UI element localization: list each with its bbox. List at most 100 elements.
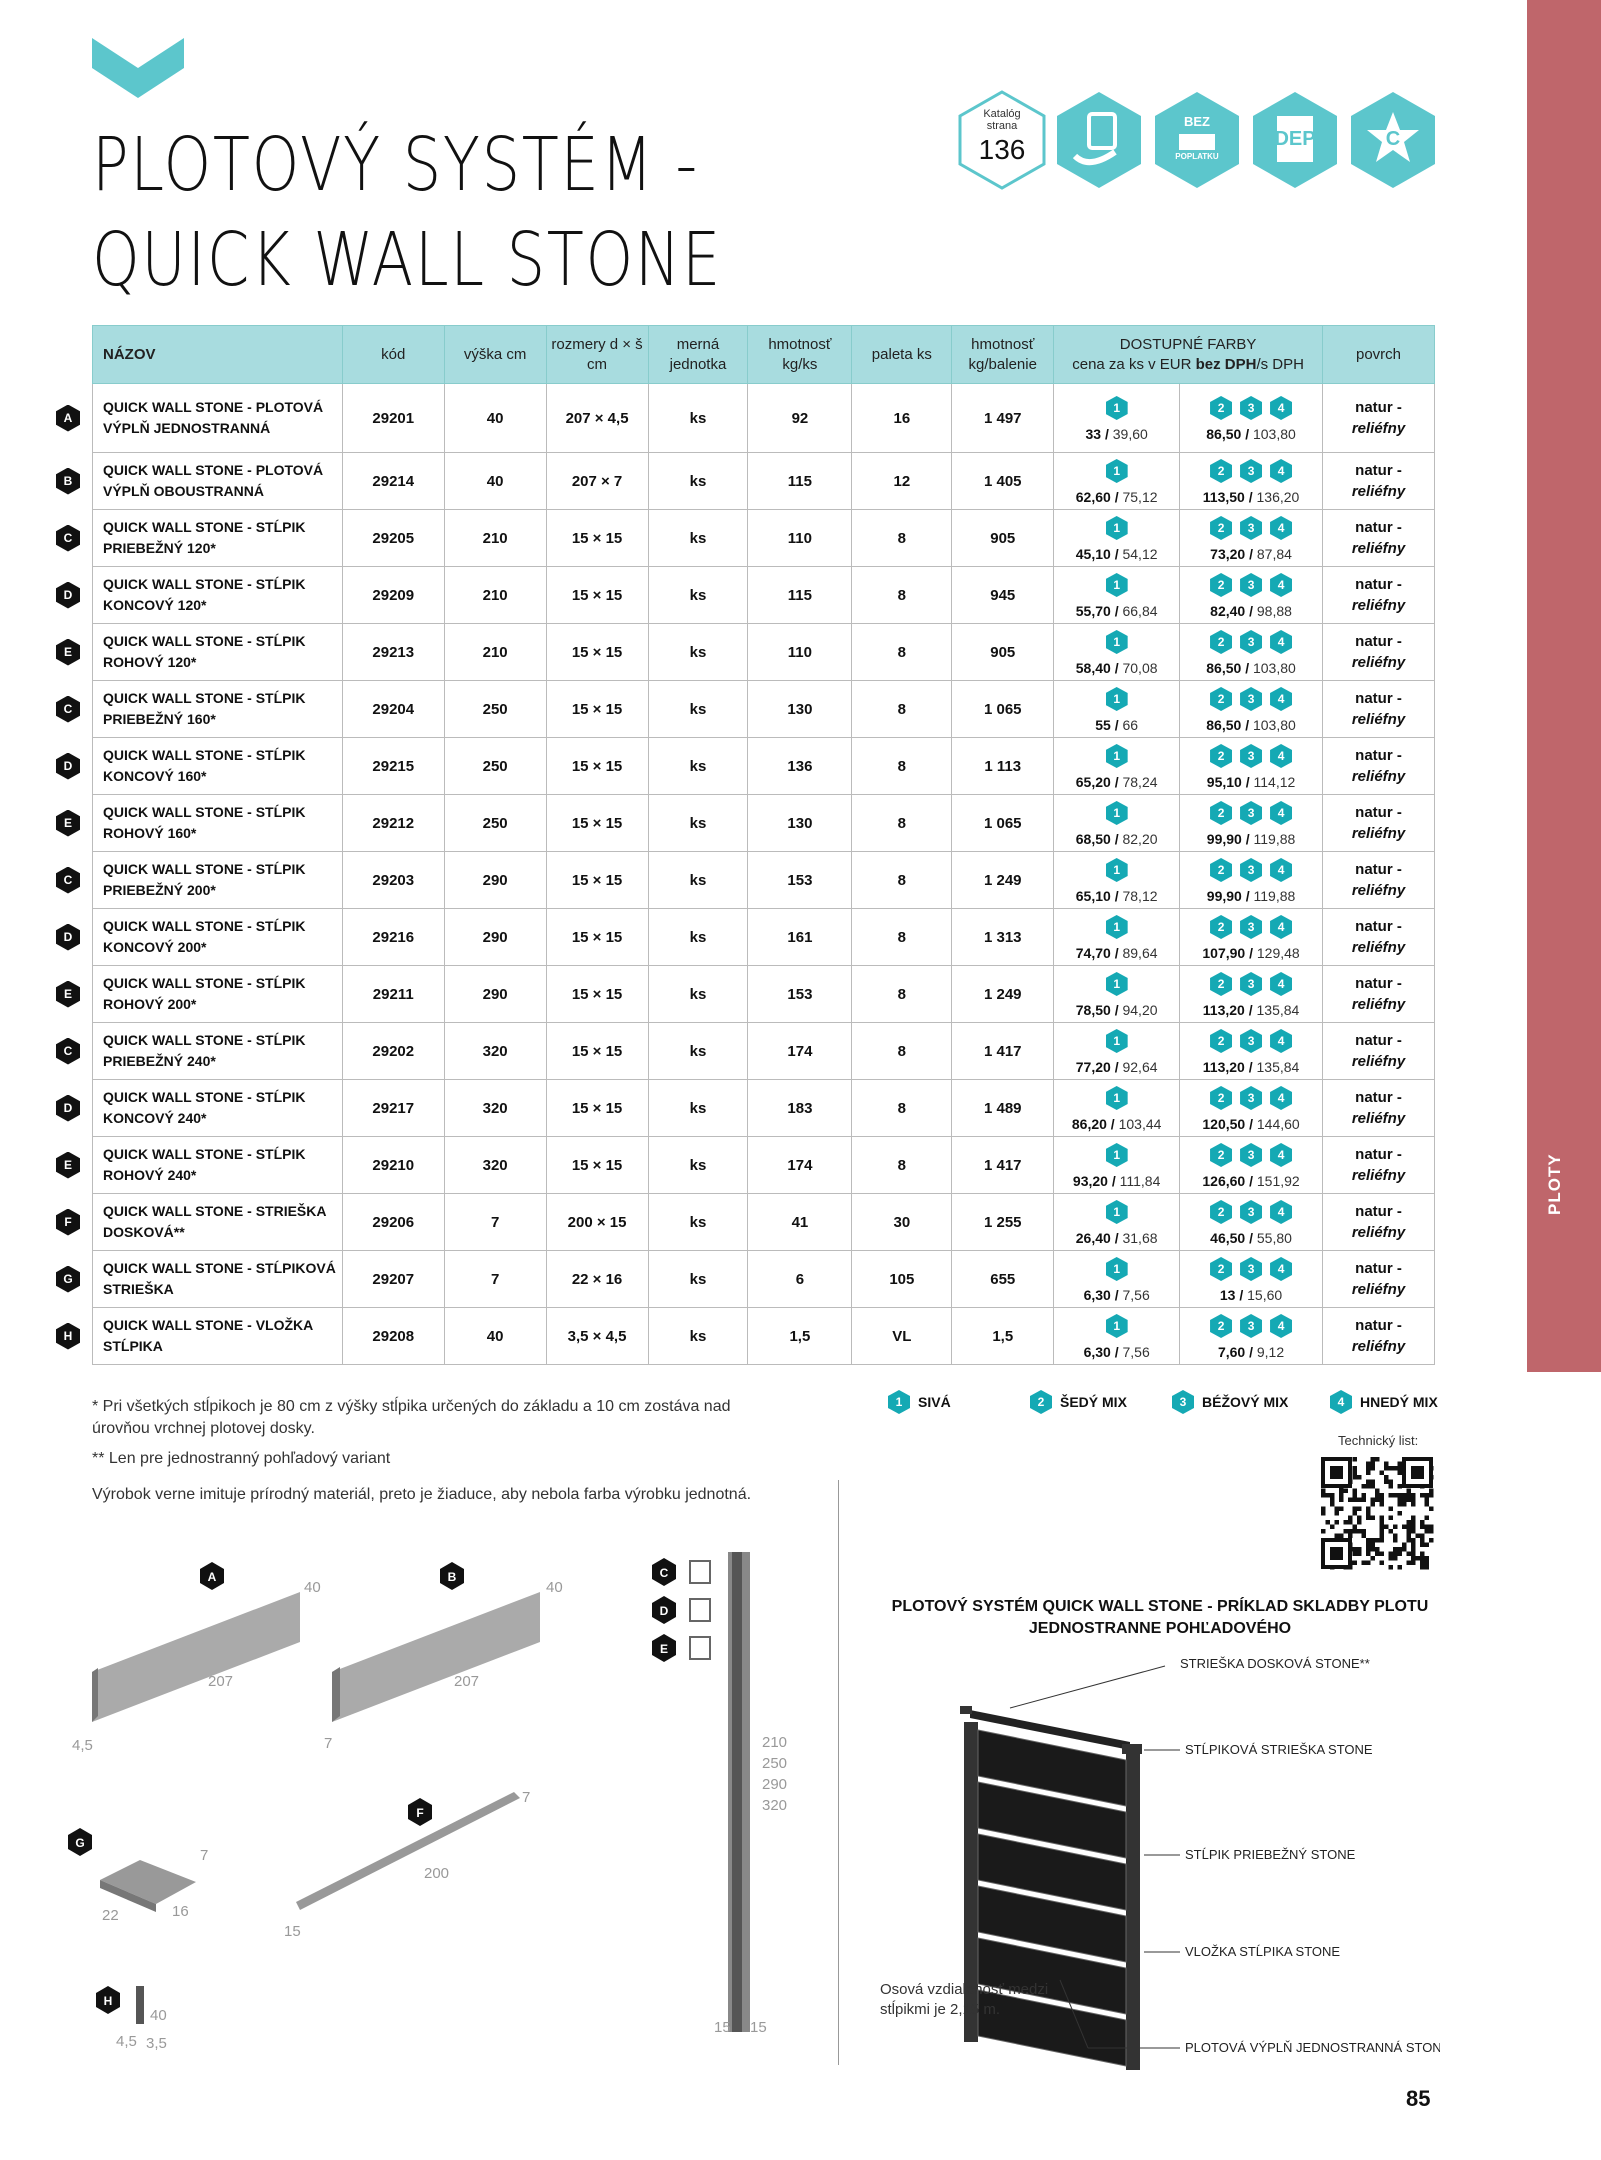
weight-cell: 153: [747, 851, 853, 909]
product-name: QUICK WALL STONE - STĹPIK KONCOVÝ 240*: [92, 1079, 343, 1137]
color-4-icon: 4: [1270, 972, 1293, 996]
post-type-d: D: [652, 1596, 711, 1624]
surface-b: reliéfny: [1351, 1281, 1406, 1298]
color-3-icon: 3: [1240, 1314, 1263, 1338]
unit-cell: ks: [647, 383, 749, 453]
row-letter-marker: C: [56, 524, 80, 552]
dim-a-thickness: 4,5: [72, 1737, 93, 1754]
pallet-cell: 8: [851, 509, 953, 567]
drawing-b: B 40 207 7: [324, 1562, 563, 1752]
weight-pack-cell: 1 249: [951, 851, 1055, 909]
pallet-cell: 8: [851, 680, 953, 738]
panel-slat: [977, 1885, 1127, 1963]
surface-a: natur -: [1355, 633, 1402, 650]
color-2-icon: 2: [1030, 1390, 1052, 1414]
product-name: QUICK WALL STONE - STĹPIKOVÁ STRIEŠKA: [92, 1250, 343, 1308]
table-row: QUICK WALL STONE - STĹPIK ROHOVÝ 200* 292…: [92, 965, 1435, 1023]
price-gross: 111,84: [1119, 1173, 1161, 1189]
price-gross: 136,20: [1256, 489, 1300, 505]
colors-sub-a: cena za ks v EUR: [1072, 355, 1196, 373]
price-net: 33: [1085, 426, 1102, 442]
surface-a: natur -: [1355, 918, 1402, 935]
surface-a: natur -: [1355, 1032, 1402, 1049]
surface-cell: natur - reliéfny: [1322, 566, 1435, 624]
price-net: 82,40: [1210, 603, 1246, 619]
dim-b-length: 207: [454, 1673, 479, 1690]
drawing-f-letter: F: [416, 1806, 423, 1820]
surface-b: reliéfny: [1351, 1053, 1406, 1070]
surface-cell: natur - reliéfny: [1322, 908, 1435, 966]
drawing-a-letter: A: [208, 1570, 217, 1584]
color-2-icon: 2: [1210, 1257, 1233, 1281]
panel-slat: [977, 1989, 1127, 2067]
code-cell: 29212: [341, 794, 445, 852]
dims-cell: 3,5 × 4,5: [545, 1307, 649, 1365]
color-2-icon: 2: [1210, 801, 1233, 825]
surface-cell: natur - reliéfny: [1322, 851, 1435, 909]
price-cell: 1 78,50 / 94,20: [1053, 965, 1181, 1023]
col-dims: rozmery d × š cm: [545, 325, 649, 384]
table-row: QUICK WALL STONE - STĹPIK PRIEBEŽNÝ 200*…: [92, 851, 1435, 909]
dim-post-w: 15: [714, 2019, 731, 2036]
dims-cell: 15 × 15: [545, 1136, 649, 1194]
surface-b: reliéfny: [1351, 1224, 1406, 1241]
post-spacing-note: Osová vzdialenosť medzi stĺpikmi je 2,15…: [880, 1981, 1049, 2018]
dims-cell: 207 × 4,5: [545, 383, 649, 453]
legend-item: 1 SIVÁ: [888, 1390, 951, 1414]
surface-cell: natur - reliéfny: [1322, 509, 1435, 567]
price-gross: 66: [1122, 717, 1139, 733]
section-label: PLOTY: [1545, 1153, 1564, 1215]
surface-a: natur -: [1355, 861, 1402, 878]
height-cell: 250: [443, 794, 547, 852]
color-4-icon: 4: [1270, 744, 1293, 768]
unit-cell: ks: [647, 566, 749, 624]
dim-post-290: 290: [762, 1776, 787, 1793]
unit-cell: ks: [647, 794, 749, 852]
surface-b: reliéfny: [1351, 483, 1406, 500]
product-name: QUICK WALL STONE - STĹPIK ROHOVÝ 160*: [92, 794, 343, 852]
surface-cell: natur - reliéfny: [1322, 794, 1435, 852]
color-4-icon: 4: [1270, 516, 1293, 540]
qr-code[interactable]: [1320, 1456, 1434, 1570]
weight-cell: 174: [747, 1022, 853, 1080]
product-name: QUICK WALL STONE - STĹPIK KONCOVÝ 160*: [92, 737, 343, 795]
price-cell: 2 3 4 82,40 / 98,88: [1179, 566, 1323, 624]
surface-a: natur -: [1355, 399, 1402, 416]
weight-pack-cell: 1 255: [951, 1193, 1055, 1251]
price-gross: 70,08: [1122, 660, 1158, 676]
height-cell: 250: [443, 737, 547, 795]
weight-cell: 6: [747, 1250, 853, 1308]
color-1-icon: 1: [1105, 1029, 1128, 1053]
height-cell: 290: [443, 851, 547, 909]
color-4-icon: 4: [1270, 1029, 1293, 1053]
weight-pack-cell: 1 417: [951, 1136, 1055, 1194]
weight-cell: 41: [747, 1193, 853, 1251]
drawing-b-letter: B: [448, 1570, 457, 1584]
product-name: QUICK WALL STONE - STĹPIK ROHOVÝ 120*: [92, 623, 343, 681]
price-gross: 31,68: [1122, 1230, 1158, 1246]
product-name: QUICK WALL STONE - STĹPIK PRIEBEŽNÝ 200*: [92, 851, 343, 909]
color-2-icon: 2: [1210, 858, 1233, 882]
dim-f-height: 7: [522, 1789, 530, 1806]
color-swatches: 1: [1058, 1314, 1175, 1338]
height-cell: 250: [443, 680, 547, 738]
color-3-icon: 3: [1240, 687, 1263, 711]
color-2-icon: 2: [1210, 630, 1233, 654]
unit-cell: ks: [647, 965, 749, 1023]
color-3-icon: 3: [1240, 1029, 1263, 1053]
code-cell: 29215: [341, 737, 445, 795]
weight-cell: 161: [747, 908, 853, 966]
code-cell: 29214: [341, 452, 445, 510]
product-name: QUICK WALL STONE - STĹPIK ROHOVÝ 240*: [92, 1136, 343, 1194]
color-swatches: 1: [1058, 1086, 1175, 1110]
surface-b: reliéfny: [1351, 1167, 1406, 1184]
price-net: 65,20: [1075, 774, 1111, 790]
price-net: 126,60: [1202, 1173, 1246, 1189]
pallet-cell: 8: [851, 1022, 953, 1080]
surface-cell: natur - reliéfny: [1322, 680, 1435, 738]
